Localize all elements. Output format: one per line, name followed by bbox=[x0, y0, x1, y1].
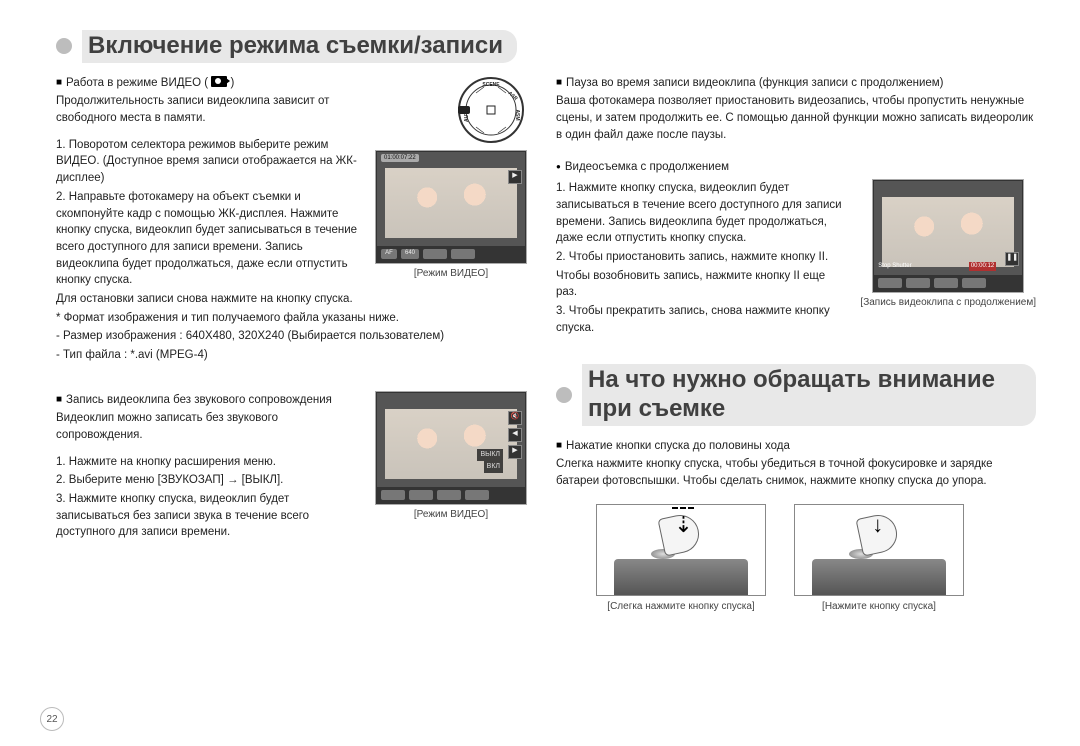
full-press-illustration: ↓ bbox=[794, 504, 964, 596]
video-step1: 1. Поворотом селектора режимов выберите … bbox=[56, 137, 364, 187]
pause-screenshot: Stop Shutter 00:00:12 ❚❚ bbox=[873, 180, 1023, 292]
noaudio-step1: 1. Нажмите на кнопку расширения меню. bbox=[56, 454, 364, 471]
half-press-caption: [Слегка нажмите кнопку спуска] bbox=[607, 600, 754, 615]
pause-intro: Ваша фотокамера позволяет приостановить … bbox=[556, 93, 1036, 143]
noaudio-step3: 3. Нажмите кнопку спуска, видеоклип буде… bbox=[56, 491, 364, 541]
svg-text:ASM: ASM bbox=[514, 109, 520, 120]
noaudio-heading: Запись видеоклипа без звукового сопровож… bbox=[56, 392, 364, 409]
video-format-size: - Размер изображения : 640X480, 320X240 … bbox=[56, 328, 526, 345]
pause-step2b: Чтобы возобновить запись, нажмите кнопку… bbox=[556, 268, 848, 301]
pause-step1: 1. Нажмите кнопку спуска, видеоклип буде… bbox=[556, 180, 848, 247]
video-mode-intro: Продолжительность записи видеоклипа зави… bbox=[56, 93, 364, 126]
video-icon bbox=[211, 76, 227, 87]
pause-step2a: 2. Чтобы приостановить запись, нажмите к… bbox=[556, 249, 848, 266]
video-mode-heading: Работа в режиме ВИДЕО ( ) bbox=[56, 77, 234, 89]
video-format-note: * Формат изображения и тип получаемого ф… bbox=[56, 310, 526, 327]
section2-title: На что нужно обращать внимание при съемк… bbox=[582, 364, 1036, 426]
noaudio-step2: 2. Выберите меню [ЗВУКОЗАП] → [ВЫКЛ]. bbox=[56, 472, 364, 489]
section2-header: На что нужно обращать внимание при съемк… bbox=[556, 364, 1036, 426]
halfpress-heading: Нажатие кнопки спуска до половины хода bbox=[556, 438, 1036, 455]
full-press-caption: [Нажмите кнопку спуска] bbox=[822, 600, 936, 615]
pause-subheading: Видеосъемка с продолжением bbox=[556, 159, 1036, 176]
noaudio-screenshot: ВЫКЛ ВКЛ 🔇◀▶ bbox=[376, 392, 526, 504]
halfpress-body: Слегка нажмите кнопку спуска, чтобы убед… bbox=[556, 456, 1036, 489]
noaudio-caption: [Режим ВИДЕО] bbox=[414, 508, 488, 523]
pause-heading: Пауза во время записи видеоклипа (функци… bbox=[556, 75, 1036, 92]
page-number: 22 bbox=[40, 707, 64, 731]
video-format-type: - Тип файла : *.avi (MPEG-4) bbox=[56, 347, 526, 364]
svg-text:SCENE: SCENE bbox=[482, 82, 500, 88]
header-dot bbox=[56, 38, 72, 54]
video-step2: 2. Направьте фотокамеру на объект съемки… bbox=[56, 189, 364, 289]
header-dot-2 bbox=[556, 387, 572, 403]
half-press-illustration: ⇣ bbox=[596, 504, 766, 596]
noaudio-intro: Видеоклип можно записать без звукового с… bbox=[56, 410, 364, 443]
pause-step3: 3. Чтобы прекратить запись, снова нажмит… bbox=[556, 303, 848, 336]
video-stop: Для остановки записи снова нажмите на кн… bbox=[56, 291, 526, 308]
section1-title: Включение режима съемки/записи bbox=[82, 30, 517, 63]
mode-dial: SCENE ASR ASM AUTO bbox=[456, 75, 526, 145]
pause-caption: [Запись видеоклипа с продолжением] bbox=[860, 296, 1036, 311]
section1-header: Включение режима съемки/записи bbox=[56, 30, 1040, 63]
video-mode-screenshot: 01:00:07:22 ▶ AF 640 bbox=[376, 151, 526, 263]
video-mode-caption: [Режим ВИДЕО] bbox=[414, 267, 488, 282]
